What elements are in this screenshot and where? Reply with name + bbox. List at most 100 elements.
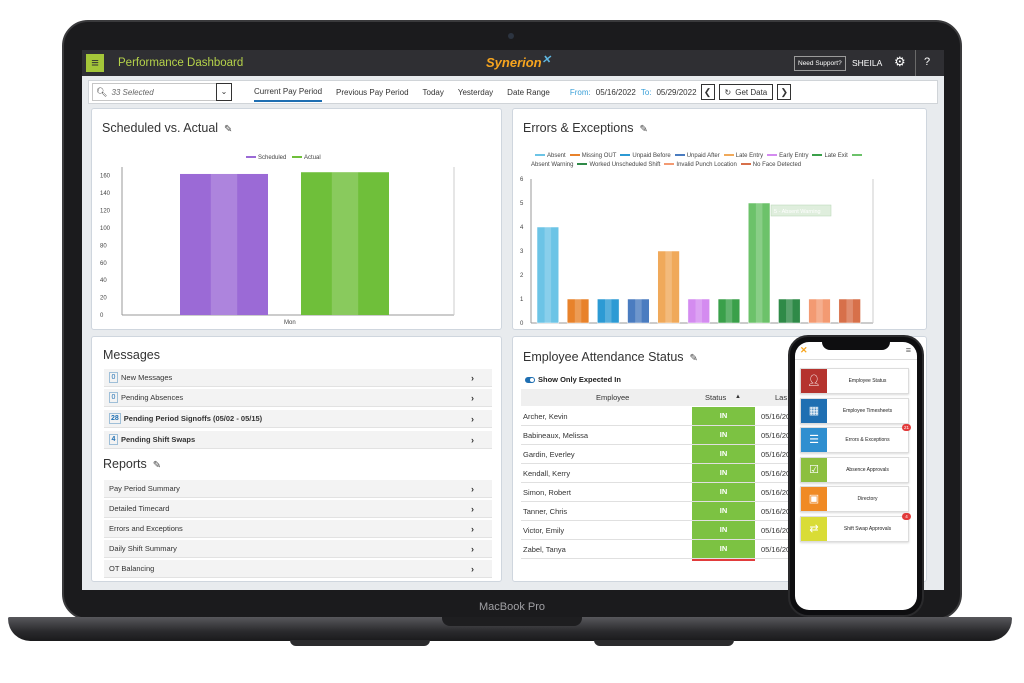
edit-icon[interactable]: ✎ <box>152 460 162 471</box>
message-label: Pending Absences <box>121 393 184 402</box>
y-tick-label: 60 <box>100 261 107 267</box>
table-row[interactable]: Simon, Robert IN 05/16/2022 <box>521 483 811 502</box>
last-date: 05/16/2022 <box>761 469 799 478</box>
y-tick-label: 0 <box>100 313 104 319</box>
menu-icon[interactable]: ≡ <box>86 54 104 72</box>
employee-selector[interactable]: 🔍︎ 33 Selected ⌄ <box>92 83 232 101</box>
table-row[interactable]: Zabel, Tanya IN 05/16/2022 <box>521 540 811 559</box>
phone-menu-item[interactable]: ⇄ Shift Swap Approvals 4 <box>800 512 911 542</box>
edit-icon[interactable]: ✎ <box>224 124 233 135</box>
y-tick-label: 80 <box>100 243 107 249</box>
person-icon: 👤︎ <box>801 369 827 393</box>
scheduled-vs-actual-chart: 0 20 40 60 80 100 120 140 160 Mon <box>100 167 455 326</box>
tab-today[interactable]: Today <box>422 87 444 97</box>
scheduled-title-text: Scheduled vs. Actual <box>102 121 219 135</box>
legend-label: Early Entry <box>779 153 809 159</box>
next-period-button[interactable]: ❯ <box>777 84 792 100</box>
logo-mark-icon: ✕ <box>800 345 808 355</box>
phone-menu-item[interactable]: ▦ Employee Timesheets <box>800 397 909 424</box>
table-row[interactable]: Kendall, Kerry IN 05/16/2022 <box>521 464 811 483</box>
chevron-down-icon[interactable]: ⌄ <box>216 83 232 101</box>
chevron-right-icon: › <box>471 392 474 403</box>
last-date: 05/16/2022 <box>761 450 799 459</box>
legend-label: Late Entry <box>735 153 764 159</box>
tab-previous-pay-period[interactable]: Previous Pay Period <box>336 87 409 97</box>
report-pay-period-summary[interactable]: Pay Period Summary › <box>104 480 492 498</box>
get-data-label: Get Data <box>735 87 768 97</box>
menu-icon[interactable]: ≡ <box>905 345 911 355</box>
legend-entry: Late Exit <box>808 153 848 159</box>
table-row[interactable]: Gardin, Everley IN 05/16/2022 <box>521 445 811 464</box>
legend-swatch <box>812 154 823 157</box>
sort-arrow-icon: ▲ <box>735 394 741 400</box>
gear-icon[interactable]: ⚙ <box>894 54 906 69</box>
scheduled-vs-actual-panel: Scheduled vs. Actual ✎ Scheduled Actual 0… <box>91 108 502 330</box>
y-tick-label: 120 <box>100 209 111 215</box>
attendance-title-text: Employee Attendance Status <box>523 350 684 364</box>
phone-menu-item[interactable]: 👤︎ Employee Status <box>800 368 909 394</box>
y-tick-label: 4 <box>520 225 524 231</box>
laptop-foot <box>290 640 430 646</box>
phone-screen: ✕ ≡ 👤︎ Employee Status ▦ Employee Timesheet… <box>795 342 917 610</box>
previous-period-button[interactable]: ❮ <box>700 84 715 100</box>
show-expected-toggle[interactable]: Show Only Expected In <box>525 375 621 384</box>
phone-menu-item[interactable]: ☰ Errors & Exceptions 21 <box>800 424 911 453</box>
help-button[interactable]: ? <box>924 56 931 68</box>
message-label: Pending Shift Swaps <box>121 435 196 444</box>
bar-unpaid-before <box>597 298 620 324</box>
toggle-switch[interactable] <box>525 376 535 383</box>
bar-absent <box>536 226 559 324</box>
report-daily-shift-summary[interactable]: Daily Shift Summary › <box>104 540 492 558</box>
bar-highlight <box>786 299 793 323</box>
legend-label: Late Exit <box>824 153 848 159</box>
message-pending-shift-swaps[interactable]: 4 Pending Shift Swaps › <box>104 431 492 449</box>
app-title: Performance Dashboard <box>118 57 244 69</box>
last-date: 05/16/2022 <box>761 545 799 554</box>
logo-mark-icon: ✕ <box>541 54 551 66</box>
report-errors-and-exceptions[interactable]: Errors and Exceptions › <box>104 520 492 538</box>
calendar-check-icon: ☑ <box>801 457 827 482</box>
last-date: 05/16/2022 <box>761 507 799 516</box>
status-indicator-line <box>692 559 755 561</box>
camera-icon <box>508 33 514 39</box>
get-data-button[interactable]: ↻ Get Data <box>718 84 774 100</box>
swap-icon: ⇄ <box>801 516 827 541</box>
table-row[interactable]: Archer, Kevin IN 05/16/2022 <box>521 407 811 426</box>
bar-worked-unscheduled-shift <box>778 298 801 324</box>
report-label: Errors and Exceptions <box>109 524 183 533</box>
need-support-button[interactable]: Need Support? <box>794 56 846 71</box>
header-divider <box>915 50 916 76</box>
column-last[interactable]: Las <box>775 393 788 402</box>
tab-yesterday[interactable]: Yesterday <box>457 87 494 97</box>
tab-date-range[interactable]: Date Range <box>507 87 550 97</box>
message-pending-absences[interactable]: 0 Pending Absences › <box>104 389 492 407</box>
chevron-right-icon: › <box>471 483 474 494</box>
table-row[interactable]: Victor, Emily IN 05/16/2022 <box>521 521 811 540</box>
phone-menu-item[interactable]: ☑ Absence Approvals <box>800 456 909 483</box>
chart-tooltip <box>770 204 832 217</box>
legend-entry: Unpaid After <box>671 153 720 159</box>
edit-icon[interactable]: ✎ <box>689 353 698 364</box>
from-date-field[interactable]: 05/16/2022 <box>595 87 636 97</box>
bar-missing-out <box>566 298 590 324</box>
column-employee[interactable]: Employee <box>596 393 630 402</box>
notification-badge: 21 <box>902 424 911 431</box>
table-row[interactable]: Babineaux, Melissa IN 05/16/2022 <box>521 426 811 445</box>
edit-icon[interactable]: ✎ <box>639 124 648 135</box>
bar-highlight <box>635 299 642 323</box>
table-row[interactable]: Tanner, Chris IN 05/16/2022 <box>521 502 811 521</box>
phone-app-bar: ✕ ≡ <box>795 342 917 360</box>
message-new-messages[interactable]: 0 New Messages › <box>104 369 492 387</box>
message-pending-signoffs[interactable]: 28 Pending Period Signoffs (05/02 - 05/15… <box>104 410 492 428</box>
to-date-field[interactable]: 05/29/2022 <box>656 87 697 97</box>
status-badge: IN <box>692 502 755 520</box>
legend-actual: Actual <box>304 155 321 161</box>
report-detailed-timecard[interactable]: Detailed Timecard › <box>104 500 492 518</box>
reports-title: Reports ✎ <box>103 457 161 471</box>
tab-current-pay-period[interactable]: Current Pay Period <box>254 83 323 102</box>
user-menu[interactable]: SHEILA <box>852 58 883 68</box>
column-status[interactable]: Status <box>705 393 727 402</box>
report-ot-balancing[interactable]: OT Balancing › <box>104 560 492 578</box>
phone-menu-item[interactable]: ▣ Directory <box>800 486 909 512</box>
last-date: 05/16/2022 <box>761 431 799 440</box>
